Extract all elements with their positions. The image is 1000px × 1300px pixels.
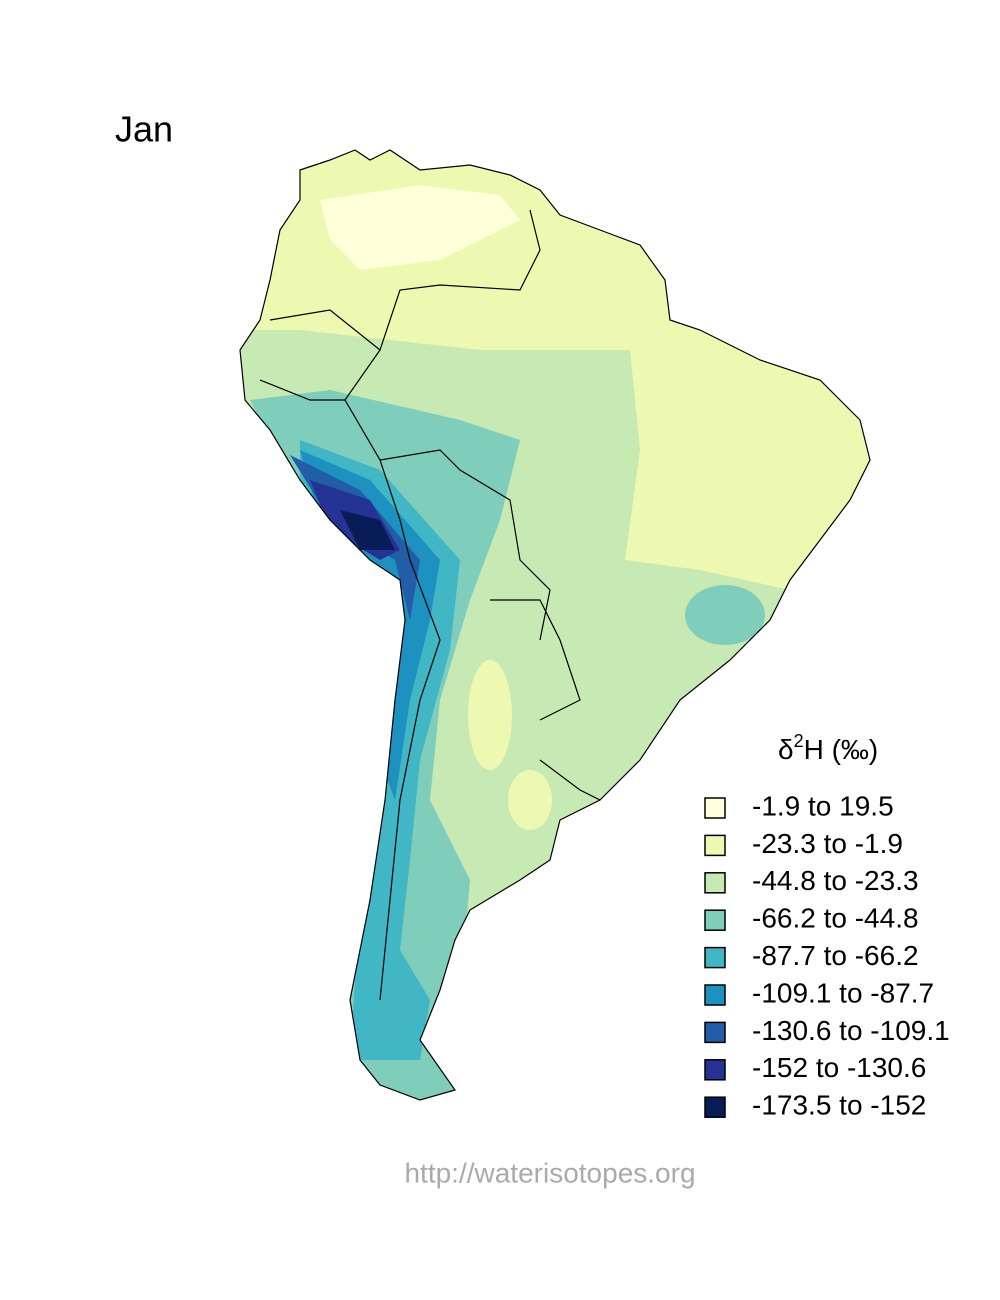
legend-swatch bbox=[704, 1021, 726, 1044]
legend-title-superscript: 2 bbox=[794, 731, 804, 751]
legend-label: -1.9 to 19.5 bbox=[752, 790, 894, 821]
footer-url: http://waterisotopes.org bbox=[404, 1157, 695, 1188]
border bbox=[379, 209, 541, 351]
zone bbox=[468, 660, 512, 770]
legend-title-rest: H (‰) bbox=[804, 734, 879, 765]
borders bbox=[239, 149, 871, 1101]
zone bbox=[508, 770, 552, 830]
legend: δ2H (‰) -1.9 to 19.5 -23.3 to -1.9 -44.8 t… bbox=[704, 731, 950, 1121]
legend-title: δ2H (‰) bbox=[778, 731, 878, 766]
legend-swatch bbox=[704, 1096, 726, 1118]
legend-swatch bbox=[704, 946, 726, 969]
zone bbox=[340, 510, 395, 550]
map-title: Jan bbox=[115, 109, 173, 150]
legend-label: -173.5 to -152 bbox=[752, 1090, 926, 1121]
legend-swatch bbox=[704, 872, 726, 894]
border bbox=[344, 399, 551, 641]
legend-swatch bbox=[704, 909, 726, 931]
legend-swatch bbox=[704, 1059, 726, 1081]
legend-swatch bbox=[704, 984, 726, 1006]
border bbox=[379, 459, 441, 1001]
zone bbox=[685, 585, 765, 645]
border bbox=[259, 309, 381, 401]
legend-label: -87.7 to -66.2 bbox=[752, 940, 919, 971]
legend-label: -23.3 to -1.9 bbox=[752, 828, 903, 859]
legend-swatch bbox=[704, 834, 726, 857]
legend-title-symbol: δ bbox=[778, 734, 794, 765]
legend-label: -44.8 to -23.3 bbox=[752, 865, 919, 896]
zone bbox=[320, 185, 520, 270]
legend-label: -66.2 to -44.8 bbox=[752, 903, 919, 934]
legend-label: -130.6 to -109.1 bbox=[752, 1015, 950, 1046]
legend-swatch bbox=[704, 797, 726, 819]
legend-label: -109.1 to -87.7 bbox=[752, 977, 934, 1008]
legend-label: -152 to -130.6 bbox=[752, 1052, 926, 1083]
border bbox=[539, 759, 601, 801]
border bbox=[490, 599, 581, 721]
